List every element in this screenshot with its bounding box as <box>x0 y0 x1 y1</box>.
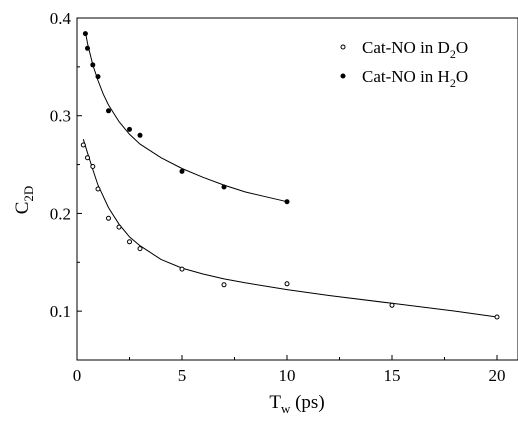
data-point-d2o <box>127 239 132 245</box>
legend-marker-h2o <box>340 73 346 79</box>
data-point-d2o <box>116 224 122 230</box>
legend-marker-d2o <box>340 44 346 50</box>
fit-curve-d2o <box>82 139 498 318</box>
legend-label-d2o: Cat-NO in D2O <box>362 38 468 61</box>
data-point-h2o <box>137 132 143 138</box>
data-point-h2o <box>179 168 185 174</box>
data-point-h2o <box>90 62 96 68</box>
data-point-h2o <box>82 31 88 37</box>
fit-curve-h2o <box>84 31 288 203</box>
y-tick-label: 0.2 <box>50 204 71 223</box>
legend: Cat-NO in D2O Cat-NO in H2O <box>340 38 468 90</box>
plot-frame <box>76 17 518 361</box>
data-point-d2o <box>389 302 395 308</box>
data-point-d2o <box>106 215 111 221</box>
data-points <box>80 31 500 320</box>
legend-label-h2o: Cat-NO in H2O <box>362 67 468 90</box>
fit-curves <box>82 31 498 318</box>
data-point-d2o <box>221 282 227 288</box>
data-point-d2o <box>284 281 290 287</box>
data-point-h2o <box>106 108 111 114</box>
y-tick-label: 0.3 <box>50 107 71 126</box>
y-axis-label: C2D <box>12 186 36 215</box>
x-tick-label: 5 <box>178 366 187 385</box>
x-tick-label: 20 <box>489 366 506 385</box>
data-point-d2o <box>137 246 143 252</box>
x-axis: 0 5 10 15 20 <box>73 355 506 385</box>
x-axis-label: Tw (ps) <box>269 392 324 416</box>
data-point-d2o <box>90 164 96 169</box>
data-point-d2o <box>85 155 90 161</box>
data-point-h2o <box>127 126 132 132</box>
x-tick-label: 10 <box>279 366 296 385</box>
data-point-d2o <box>80 142 86 148</box>
x-tick-label: 15 <box>384 366 401 385</box>
y-axis: 0.1 0.2 0.3 0.4 <box>50 9 82 321</box>
data-point-h2o <box>284 199 290 205</box>
data-point-d2o <box>95 186 101 192</box>
y-tick-label: 0.1 <box>50 302 71 321</box>
data-point-h2o <box>221 184 227 190</box>
x-tick-label: 0 <box>73 366 82 385</box>
data-point-h2o <box>95 74 101 80</box>
data-point-d2o <box>179 266 185 272</box>
y-tick-label: 0.4 <box>50 9 72 28</box>
data-point-d2o <box>494 314 500 320</box>
data-point-h2o <box>85 45 90 51</box>
